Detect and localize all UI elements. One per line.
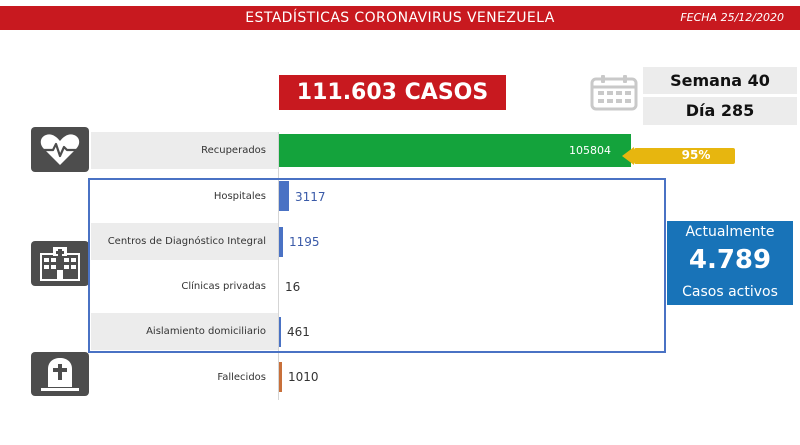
- percent-arrow-icon: [622, 147, 735, 165]
- calendar-icon: [590, 75, 638, 111]
- report-date: FECHA 25/12/2020: [680, 11, 784, 24]
- category-label: Clínicas privadas: [181, 281, 266, 292]
- category-label: Recuperados: [201, 145, 266, 156]
- category-label: Fallecidos: [217, 372, 266, 383]
- category-label: Hospitales: [213, 191, 266, 202]
- chart-axis: [278, 132, 279, 400]
- bar-fallecidos: [279, 362, 282, 392]
- total-cases-badge: 111.603 CASOS: [279, 75, 506, 110]
- value-label: 105804: [569, 144, 611, 157]
- header-bar: [0, 6, 800, 30]
- row-bg-recuperados: [91, 132, 278, 169]
- active-title: Actualmente: [685, 224, 775, 240]
- value-label: 1010: [288, 370, 319, 384]
- facility-group-frame: [88, 178, 666, 353]
- value-label: 3117: [295, 190, 326, 204]
- row-bg-aislamiento: [91, 313, 278, 350]
- page-title: ESTADÍSTICAS CORONAVIRUS VENEZUELA: [245, 10, 555, 26]
- category-label: Aislamiento domiciliario: [146, 326, 266, 337]
- bar-aislamiento: [279, 317, 281, 347]
- bar-recuperados: [279, 134, 631, 167]
- heart-pulse-icon: [31, 127, 89, 172]
- day-label: Día 285: [643, 97, 797, 125]
- row-bg-centros: [91, 223, 278, 260]
- category-label: Centros de Diagnóstico Integral: [107, 236, 266, 247]
- recovered-percent: 95%: [681, 148, 711, 162]
- value-label: 1195: [289, 235, 320, 249]
- tombstone-icon: [31, 352, 89, 396]
- hospital-icon: [31, 241, 89, 286]
- active-subtitle: Casos activos: [682, 284, 778, 300]
- value-label: 461: [287, 325, 310, 339]
- active-cases-box: Actualmente 4.789 Casos activos: [667, 221, 793, 305]
- week-label: Semana 40: [643, 67, 797, 94]
- value-label: 16: [285, 280, 301, 294]
- active-value: 4.789: [688, 245, 772, 275]
- bar-centros: [279, 227, 283, 257]
- bar-hospitales: [279, 181, 289, 211]
